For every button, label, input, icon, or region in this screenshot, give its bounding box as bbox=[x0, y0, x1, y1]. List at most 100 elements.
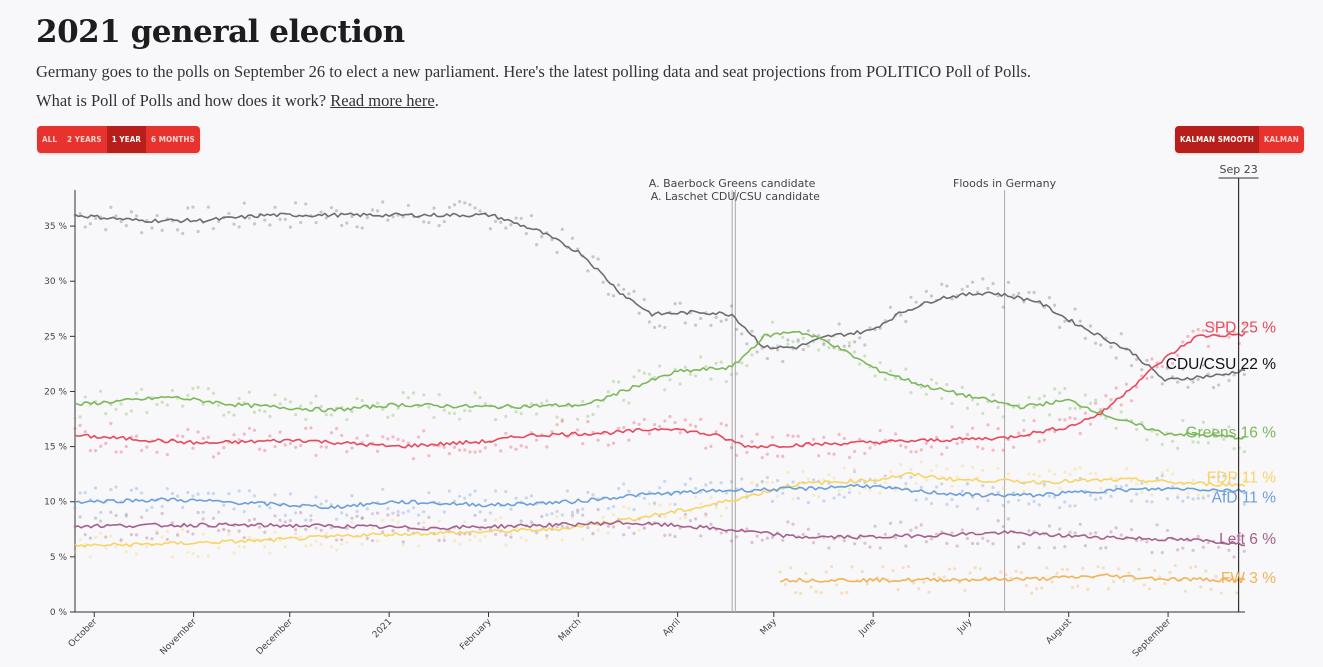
poll-dot bbox=[258, 408, 262, 412]
poll-dot bbox=[960, 287, 964, 292]
poll-dot bbox=[829, 564, 834, 569]
poll-dot bbox=[1035, 586, 1039, 591]
poll-dot bbox=[760, 480, 764, 484]
poll-dot bbox=[909, 450, 913, 454]
poll-dot bbox=[935, 464, 939, 468]
poll-dot bbox=[160, 400, 164, 404]
poll-dot bbox=[606, 531, 610, 535]
poll-dot bbox=[160, 535, 164, 539]
poll-dot bbox=[970, 398, 975, 402]
poll-dot bbox=[1017, 498, 1021, 502]
poll-dot bbox=[1201, 328, 1205, 333]
poll-dot bbox=[693, 323, 698, 327]
poll-dot bbox=[991, 485, 995, 490]
poll-dot bbox=[929, 537, 934, 541]
poll-dot bbox=[1165, 497, 1170, 501]
poll-dot bbox=[591, 493, 595, 497]
poll-dot bbox=[391, 215, 395, 219]
range-button-1-year[interactable]: 1 YEAR bbox=[106, 126, 147, 153]
poll-dot bbox=[806, 477, 811, 481]
poll-dot bbox=[765, 475, 769, 480]
poll-dot bbox=[1186, 491, 1190, 495]
poll-dot bbox=[1122, 579, 1126, 583]
poll-dot bbox=[211, 226, 216, 231]
poll-dot bbox=[1109, 406, 1113, 411]
poll-dot bbox=[422, 526, 426, 530]
range-button-6-months[interactable]: 6 MONTHS bbox=[151, 135, 195, 144]
poll-dot bbox=[781, 359, 785, 364]
poll-dot bbox=[427, 221, 431, 225]
poll-dot bbox=[663, 533, 667, 537]
poll-dot bbox=[622, 533, 626, 537]
poll-dot bbox=[729, 372, 734, 377]
poll-dot bbox=[842, 539, 846, 543]
poll-dot bbox=[914, 481, 918, 486]
poll-dot bbox=[1037, 546, 1041, 550]
poll-dot bbox=[124, 514, 128, 518]
poll-dot bbox=[1088, 531, 1093, 536]
poll-dot bbox=[781, 538, 785, 542]
poll-dot bbox=[924, 540, 928, 544]
poll-dot bbox=[699, 355, 703, 359]
y-tick-label: 20 % bbox=[44, 387, 67, 397]
poll-dot bbox=[196, 555, 200, 559]
poll-dot bbox=[463, 201, 467, 205]
poll-dot bbox=[924, 497, 928, 501]
poll-dot bbox=[1150, 493, 1154, 497]
poll-dot bbox=[801, 469, 805, 474]
poll-dot bbox=[242, 536, 246, 540]
event-label: Floods in Germany bbox=[953, 177, 1057, 190]
poll-dot bbox=[1042, 484, 1046, 488]
poll-dot bbox=[104, 546, 108, 550]
poll-dot bbox=[1068, 416, 1072, 420]
poll-dot bbox=[232, 507, 236, 511]
poll-dot bbox=[883, 481, 887, 485]
poll-dot bbox=[237, 396, 241, 401]
poll-dot bbox=[776, 454, 780, 458]
poll-dot bbox=[781, 335, 785, 339]
poll-dot bbox=[817, 454, 821, 458]
poll-dot bbox=[1099, 496, 1103, 500]
poll-dot bbox=[965, 482, 970, 486]
poll-dot bbox=[1029, 591, 1034, 595]
poll-dot bbox=[1042, 394, 1046, 398]
poll-dot bbox=[878, 361, 882, 365]
range-button-all[interactable]: ALL bbox=[42, 135, 58, 144]
poll-dot bbox=[1058, 486, 1062, 490]
poll-dot bbox=[365, 215, 369, 220]
poll-dot bbox=[881, 565, 885, 569]
poll-dot bbox=[693, 374, 698, 378]
poll-dot bbox=[242, 432, 246, 436]
poll-dot bbox=[570, 510, 575, 514]
method-button-kalman-smooth[interactable]: KALMAN SMOOTH bbox=[1175, 126, 1259, 153]
poll-dot bbox=[160, 504, 164, 509]
poll-dot bbox=[1078, 431, 1082, 436]
y-tick-label: 25 % bbox=[44, 332, 67, 342]
series-label-afd: AfD 11 % bbox=[1212, 489, 1277, 506]
method-button-kalman[interactable]: KALMAN bbox=[1263, 135, 1299, 144]
poll-dot bbox=[227, 211, 231, 216]
method-selector: KALMAN SMOOTH KALMAN bbox=[1175, 126, 1304, 153]
range-button-2-years[interactable]: 2 YEARS bbox=[67, 135, 102, 144]
poll-dot bbox=[1186, 429, 1190, 433]
read-more-link[interactable]: Read more here bbox=[330, 91, 435, 110]
poll-dot bbox=[504, 543, 508, 547]
poll-dot bbox=[1114, 426, 1118, 430]
poll-dot bbox=[1119, 403, 1123, 407]
poll-dot bbox=[740, 477, 744, 481]
poll-dot bbox=[945, 445, 949, 450]
poll-dot bbox=[1068, 504, 1072, 508]
poll-dot bbox=[1022, 300, 1026, 304]
poll-dot bbox=[437, 392, 441, 397]
poll-dot bbox=[540, 514, 544, 519]
poll-dot bbox=[914, 450, 918, 454]
poll-dot bbox=[334, 517, 339, 521]
poll-dot bbox=[960, 528, 964, 532]
poll-dot bbox=[1073, 467, 1077, 471]
poll-dot bbox=[1217, 545, 1221, 549]
poll-dot bbox=[211, 491, 216, 496]
poll-dot bbox=[191, 386, 195, 391]
poll-dot bbox=[847, 341, 852, 345]
poll-dot bbox=[788, 566, 793, 570]
poll-dot bbox=[545, 445, 549, 449]
